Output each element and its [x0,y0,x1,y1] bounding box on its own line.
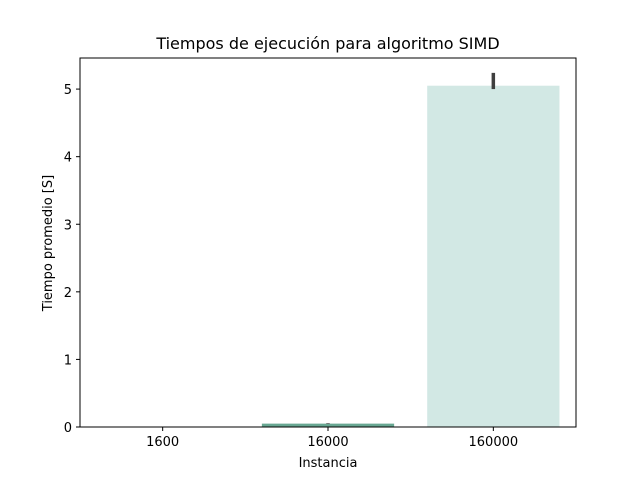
bar-160000 [427,85,560,427]
chart-title: Tiempos de ejecución para algoritmo SIMD [155,34,499,53]
bars-layer [96,85,560,427]
y-tick-label-1: 1 [64,353,72,368]
bar-16000 [261,423,395,427]
y-axis-label: Tiempo promedio [S] [41,175,56,312]
error-bars-layer [326,72,496,424]
y-tick-label-4: 4 [64,151,72,166]
x-tick-label-160000: 160000 [469,435,519,450]
y-tick-label-0: 0 [64,421,72,436]
y-axis-ticks: 0 1 2 3 4 5 [64,83,80,436]
x-axis-label: Instancia [299,456,358,471]
y-tick-label-3: 3 [64,218,72,233]
x-tick-label-16000: 16000 [307,435,348,450]
x-axis-ticks: 1600 16000 160000 [146,427,518,450]
y-tick-label-2: 2 [64,286,72,301]
y-tick-label-5: 5 [64,83,72,98]
x-tick-label-1600: 1600 [146,435,179,450]
